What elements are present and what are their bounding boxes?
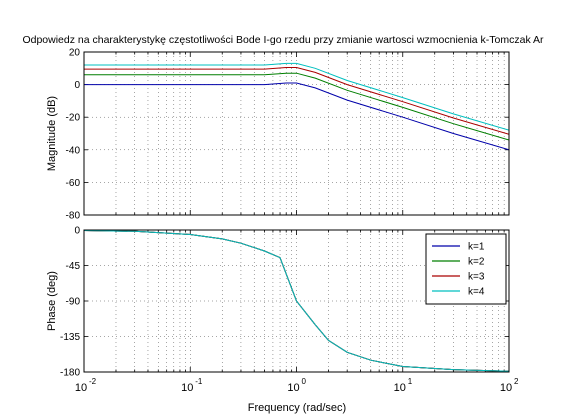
x-tick-label: 10 (181, 382, 193, 394)
x-tick-label-exponent: 2 (514, 377, 519, 386)
y-tick-label: 0 (74, 226, 80, 237)
plot-area-magnitude (84, 52, 509, 215)
legend-label: k=2 (468, 257, 485, 268)
y-axis-label-phase: Phase (deg) (46, 271, 58, 331)
x-tick-label-exponent: -1 (195, 377, 203, 386)
legend-box (425, 233, 507, 305)
series-line-phase-k=4 (83, 230, 510, 372)
x-tick-label-exponent: 0 (302, 377, 307, 386)
series-line-magnitude-k=3 (84, 67, 510, 135)
y-tick-label: 0 (74, 80, 80, 91)
x-tick-label-exponent: -2 (89, 377, 97, 386)
y-tick-label: -135 (60, 332, 80, 343)
series-line-magnitude-k=4 (84, 62, 510, 131)
y-tick-label: -60 (66, 178, 81, 189)
y-tick-label: -40 (66, 145, 81, 156)
legend-label: k=4 (468, 287, 485, 298)
magnitude-panel: -80 -60 -40 -20 0 20 Magnitude (dB) (46, 48, 510, 222)
x-tick-label: 10 (500, 382, 512, 394)
y-axis-label-magnitude: Magnitude (dB) (46, 96, 58, 171)
series-line-magnitude-k=2 (84, 72, 510, 141)
y-tick-label: -20 (66, 113, 81, 124)
y-tick-label: -80 (66, 211, 81, 222)
chart-title: Odpowiedz na charakterystykę częstotliwo… (22, 34, 544, 46)
y-tick-label: -180 (60, 368, 80, 379)
x-tick-label-exponent: 1 (408, 377, 413, 386)
y-tick-label: -45 (66, 261, 81, 272)
axes-frame-magnitude (83, 51, 510, 216)
y-tick-label: -90 (66, 297, 81, 308)
x-axis-label: Frequency (rad/sec) (248, 402, 346, 414)
x-tick-label: 10 (75, 382, 87, 394)
legend: k=1 k=2 k=3 k=4 (425, 233, 507, 305)
y-tick-label: 20 (69, 48, 81, 59)
axes-frame-phase (83, 229, 510, 373)
x-tick-label: 10 (394, 382, 406, 394)
series-line-magnitude-k=1 (84, 82, 510, 151)
x-tick-label: 10 (287, 382, 299, 394)
legend-label: k=1 (468, 242, 485, 253)
legend-label: k=3 (468, 272, 485, 283)
